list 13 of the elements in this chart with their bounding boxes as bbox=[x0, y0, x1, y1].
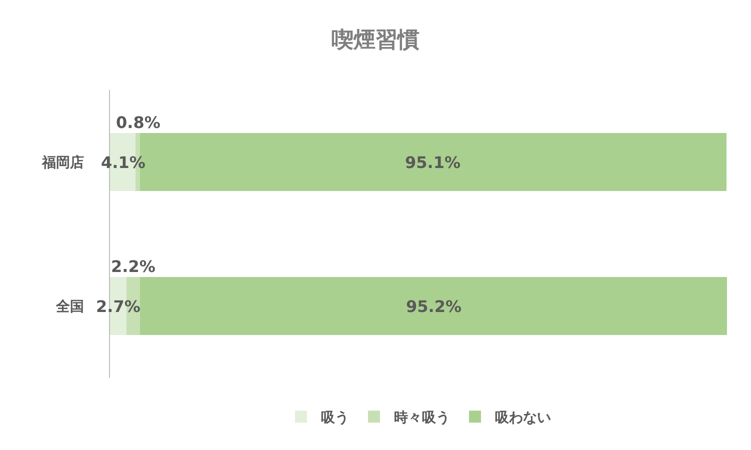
data-label: 95.1% bbox=[405, 153, 461, 172]
legend-label: 吸わない bbox=[495, 410, 551, 426]
data-label: 4.1% bbox=[101, 153, 146, 172]
y-tick-label: 全国 bbox=[55, 298, 84, 315]
data-label: 2.7% bbox=[96, 297, 140, 316]
legend-label: 吸う bbox=[321, 410, 349, 426]
bar bbox=[140, 277, 727, 335]
data-label: 2.2% bbox=[111, 257, 156, 276]
data-label: 0.8% bbox=[116, 113, 160, 132]
data-label: 95.2% bbox=[406, 297, 462, 316]
y-tick-label: 福岡店 bbox=[41, 154, 84, 171]
chart-title: 喫煙習慣 bbox=[332, 28, 420, 53]
legend-label: 時々吸う bbox=[394, 410, 450, 426]
